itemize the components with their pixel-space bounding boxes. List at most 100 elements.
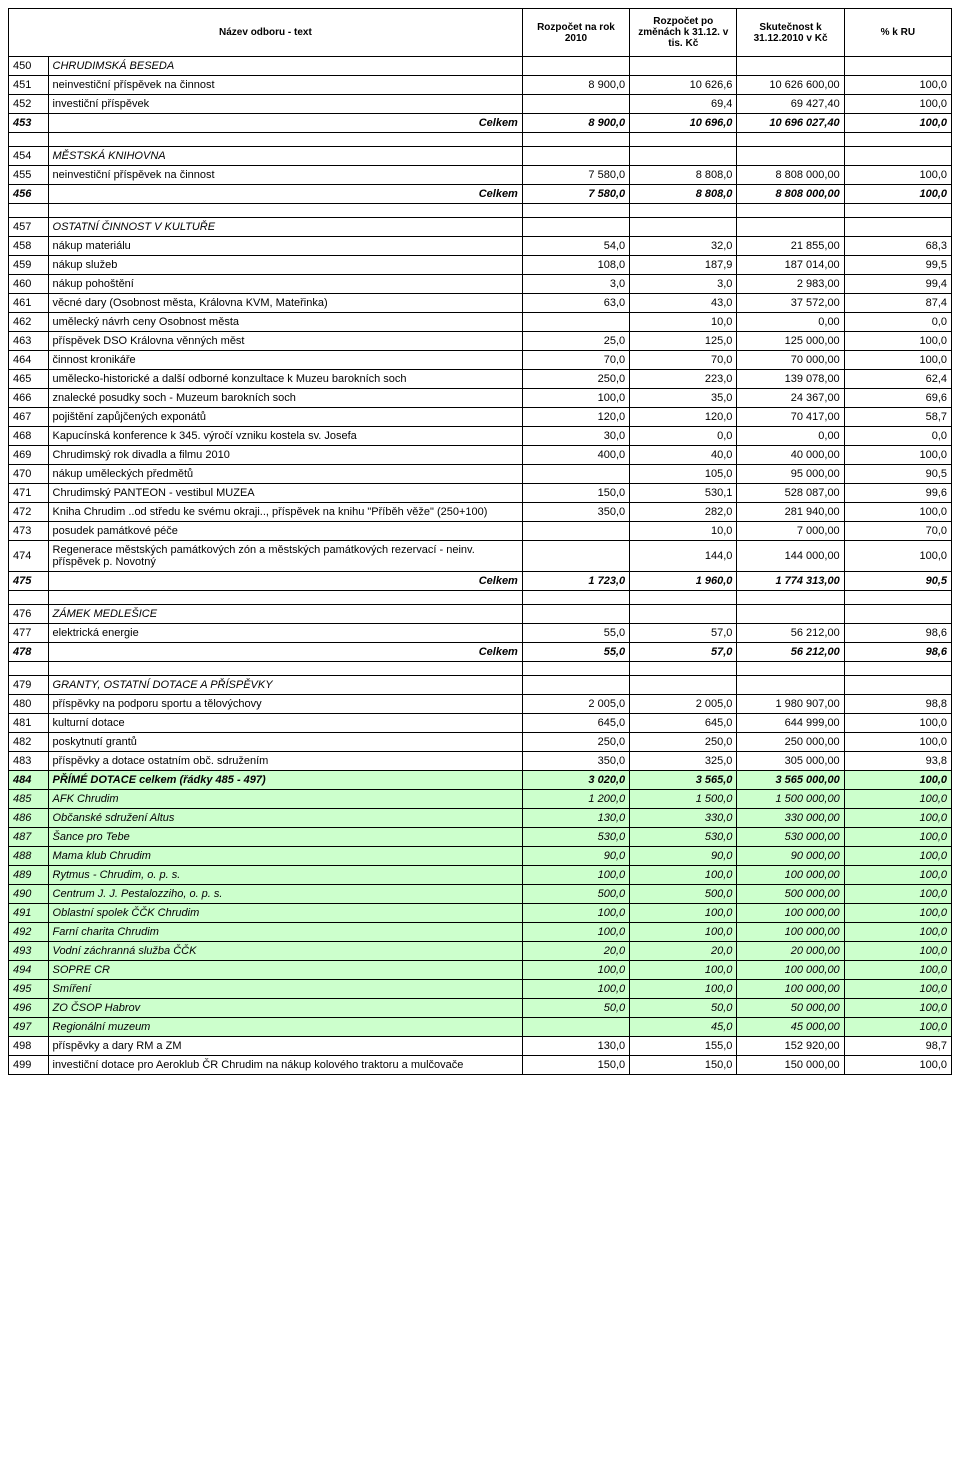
row-number: 479 bbox=[9, 676, 49, 695]
cell-value: 99,5 bbox=[844, 256, 951, 275]
cell-value: 63,0 bbox=[522, 294, 629, 313]
cell-value: 70 000,00 bbox=[737, 351, 844, 370]
row-number: 484 bbox=[9, 771, 49, 790]
row-name: Šance pro Tebe bbox=[48, 828, 522, 847]
row-number: 492 bbox=[9, 923, 49, 942]
table-row: 497Regionální muzeum45,045 000,00100,0 bbox=[9, 1018, 952, 1037]
table-row: 455neinvestiční příspěvek na činnost7 58… bbox=[9, 166, 952, 185]
cell-value: 100,0 bbox=[844, 828, 951, 847]
cell-value: 100,0 bbox=[630, 866, 737, 885]
table-row: 484PŘÍMÉ DOTACE celkem (řádky 485 - 497)… bbox=[9, 771, 952, 790]
cell-value: 70 417,00 bbox=[737, 408, 844, 427]
cell-value: 45 000,00 bbox=[737, 1018, 844, 1037]
row-number: 480 bbox=[9, 695, 49, 714]
table-row: 476ZÁMEK MEDLEŠICE bbox=[9, 605, 952, 624]
row-number: 478 bbox=[9, 643, 49, 662]
cell-value bbox=[630, 147, 737, 166]
cell-value: 250 000,00 bbox=[737, 733, 844, 752]
row-name: Celkem bbox=[48, 572, 522, 591]
table-row: 498příspěvky a dary RM a ZM130,0155,0152… bbox=[9, 1037, 952, 1056]
row-name: Celkem bbox=[48, 643, 522, 662]
cell-value bbox=[630, 676, 737, 695]
cell-value: 100 000,00 bbox=[737, 961, 844, 980]
cell-value bbox=[630, 57, 737, 76]
cell-value: 10 626,6 bbox=[630, 76, 737, 95]
table-row: 467pojištění zapůjčených exponátů120,012… bbox=[9, 408, 952, 427]
cell-value: 330 000,00 bbox=[737, 809, 844, 828]
row-number: 486 bbox=[9, 809, 49, 828]
row-name: Chrudimský rok divadla a filmu 2010 bbox=[48, 446, 522, 465]
cell-value: 645,0 bbox=[630, 714, 737, 733]
cell-value: 100,0 bbox=[522, 923, 629, 942]
cell-value: 10,0 bbox=[630, 522, 737, 541]
cell-value: 100,0 bbox=[522, 866, 629, 885]
cell-value: 100,0 bbox=[522, 904, 629, 923]
cell-value: 100,0 bbox=[844, 980, 951, 999]
cell-value: 500,0 bbox=[522, 885, 629, 904]
row-name: kulturní dotace bbox=[48, 714, 522, 733]
table-row: 480příspěvky na podporu sportu a tělovýc… bbox=[9, 695, 952, 714]
row-number: 466 bbox=[9, 389, 49, 408]
cell-value: 69,6 bbox=[844, 389, 951, 408]
cell-value: 90,5 bbox=[844, 465, 951, 484]
cell-value: 100,0 bbox=[844, 847, 951, 866]
table-row: 486Občanské sdružení Altus130,0330,0330 … bbox=[9, 809, 952, 828]
cell-value: 30,0 bbox=[522, 427, 629, 446]
cell-value: 1 500,0 bbox=[630, 790, 737, 809]
cell-value: 8 808 000,00 bbox=[737, 185, 844, 204]
cell-value: 155,0 bbox=[630, 1037, 737, 1056]
row-name: věcné dary (Osobnost města, Královna KVM… bbox=[48, 294, 522, 313]
row-name: pojištění zapůjčených exponátů bbox=[48, 408, 522, 427]
cell-value: 100,0 bbox=[522, 961, 629, 980]
cell-value bbox=[737, 147, 844, 166]
row-name: Regenerace městských památkových zón a m… bbox=[48, 541, 522, 572]
row-number: 475 bbox=[9, 572, 49, 591]
header-pct: % k RU bbox=[844, 9, 951, 57]
cell-value: 45,0 bbox=[630, 1018, 737, 1037]
cell-value: 100,0 bbox=[844, 866, 951, 885]
row-name: nákup pohoštění bbox=[48, 275, 522, 294]
cell-value: 150,0 bbox=[630, 1056, 737, 1075]
row-name: Celkem bbox=[48, 185, 522, 204]
table-row: 493Vodní záchranná služba ČČK20,020,020 … bbox=[9, 942, 952, 961]
table-row: 463příspěvek DSO Královna věnných měst25… bbox=[9, 332, 952, 351]
cell-value: 100,0 bbox=[844, 351, 951, 370]
cell-value: 250,0 bbox=[630, 733, 737, 752]
row-name: nákup materiálu bbox=[48, 237, 522, 256]
cell-value: 330,0 bbox=[630, 809, 737, 828]
cell-value: 500,0 bbox=[630, 885, 737, 904]
cell-value: 3 565,0 bbox=[630, 771, 737, 790]
table-row: 491Oblastní spolek ČČK Chrudim100,0100,0… bbox=[9, 904, 952, 923]
cell-value: 187 014,00 bbox=[737, 256, 844, 275]
cell-value bbox=[844, 218, 951, 237]
row-name: CHRUDIMSKÁ BESEDA bbox=[48, 57, 522, 76]
row-name: poskytnutí grantů bbox=[48, 733, 522, 752]
cell-value: 100 000,00 bbox=[737, 904, 844, 923]
table-row: 469Chrudimský rok divadla a filmu 201040… bbox=[9, 446, 952, 465]
cell-value: 120,0 bbox=[630, 408, 737, 427]
cell-value: 2 983,00 bbox=[737, 275, 844, 294]
cell-value: 187,9 bbox=[630, 256, 737, 275]
cell-value: 500 000,00 bbox=[737, 885, 844, 904]
row-number: 454 bbox=[9, 147, 49, 166]
cell-value: 100,0 bbox=[844, 166, 951, 185]
cell-value: 100,0 bbox=[844, 541, 951, 572]
row-number: 455 bbox=[9, 166, 49, 185]
cell-value: 1 500 000,00 bbox=[737, 790, 844, 809]
cell-value: 3,0 bbox=[630, 275, 737, 294]
cell-value: 0,0 bbox=[630, 427, 737, 446]
table-row: 487Šance pro Tebe530,0530,0530 000,00100… bbox=[9, 828, 952, 847]
table-row: 482poskytnutí grantů250,0250,0250 000,00… bbox=[9, 733, 952, 752]
table-row: 459nákup služeb108,0187,9187 014,0099,5 bbox=[9, 256, 952, 275]
cell-value: 144,0 bbox=[630, 541, 737, 572]
row-name: příspěvek DSO Královna věnných měst bbox=[48, 332, 522, 351]
cell-value: 325,0 bbox=[630, 752, 737, 771]
cell-value: 7 580,0 bbox=[522, 166, 629, 185]
row-number: 474 bbox=[9, 541, 49, 572]
header-name: Název odboru - text bbox=[9, 9, 523, 57]
row-name: ZO ČSOP Habrov bbox=[48, 999, 522, 1018]
cell-value: 56 212,00 bbox=[737, 643, 844, 662]
cell-value bbox=[630, 605, 737, 624]
table-row: 450CHRUDIMSKÁ BESEDA bbox=[9, 57, 952, 76]
cell-value: 400,0 bbox=[522, 446, 629, 465]
